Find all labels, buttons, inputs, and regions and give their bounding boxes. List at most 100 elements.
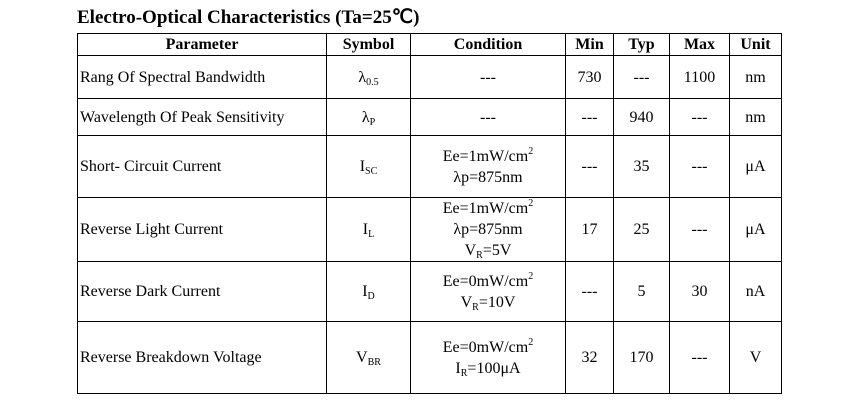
supscript: 2 xyxy=(528,145,534,157)
subscript: R xyxy=(472,301,479,313)
unit-cell: μA xyxy=(729,197,782,262)
unit-cell: nm xyxy=(729,55,782,99)
text-segment: λp=875nm xyxy=(453,168,523,186)
max-cell: --- xyxy=(669,197,730,262)
header-cell: Min xyxy=(565,33,614,56)
condition-cell: Ee=0mW/cm2 IR=100μA xyxy=(410,321,566,394)
symbol-cell: VBR xyxy=(326,321,411,394)
text-segment: =10V xyxy=(478,293,516,311)
text-segment: V xyxy=(464,242,477,259)
subscript: D xyxy=(367,291,375,302)
data-row: Reverse Breakdown Voltage VBR Ee=0mW/cm2 IR… xyxy=(77,321,782,394)
symbol-cell: λ0.5 xyxy=(326,55,411,99)
text-segment: λ xyxy=(358,68,367,86)
condition-cell: --- xyxy=(410,98,566,136)
text-segment: V xyxy=(460,293,473,311)
data-row: Short- Circuit Current ISC Ee=1mW/cm2 λp=87… xyxy=(77,135,782,198)
parameter-cell: Rang Of Spectral Bandwidth xyxy=(77,55,327,99)
text-segment: --- xyxy=(480,108,496,126)
condition-line: VR=5V xyxy=(413,240,563,261)
condition-line: λp=875nm xyxy=(413,167,563,188)
header-cell: Unit xyxy=(729,33,782,56)
condition-line: Ee=0mW/cm2 xyxy=(413,271,563,292)
symbol-cell: ID xyxy=(326,261,411,322)
text-segment: I xyxy=(362,283,368,300)
subscript: SC xyxy=(365,166,378,177)
typ-cell: --- xyxy=(613,55,670,99)
data-row: Rang Of Spectral Bandwidth λ0.5 --- 730 --- 1… xyxy=(77,55,782,99)
min-cell: 17 xyxy=(565,197,614,262)
unit-cell: nm xyxy=(729,98,782,136)
characteristics-table: Parameter Symbol Condition Min Typ Max Unit Ran… xyxy=(77,33,782,394)
text-segment: λ xyxy=(361,108,370,126)
text-segment: I xyxy=(362,221,369,238)
max-cell: --- xyxy=(669,135,730,198)
subscript: BR xyxy=(367,357,381,368)
min-cell: --- xyxy=(565,135,614,198)
parameter-cell: Reverse Breakdown Voltage xyxy=(77,321,327,394)
typ-cell: 35 xyxy=(613,135,670,198)
symbol-cell: ISC xyxy=(326,135,411,198)
condition-cell: Ee=1mW/cm2 λp=875nm xyxy=(410,135,566,198)
text-segment: Ee=1mW/cm xyxy=(442,200,529,217)
text-segment: V xyxy=(356,349,368,366)
text-segment: Ee=1mW/cm xyxy=(442,147,529,165)
header-cell: Typ xyxy=(613,33,670,56)
typ-cell: 25 xyxy=(613,197,670,262)
text-segment: =5V xyxy=(482,242,512,259)
condition-line: --- xyxy=(413,107,563,128)
supscript: 2 xyxy=(528,270,534,282)
data-row: Reverse Light Current IL Ee=1mW/cm2 λp=875n… xyxy=(77,197,782,262)
subscript: R xyxy=(460,367,468,379)
supscript: 2 xyxy=(528,336,534,348)
supscript: 2 xyxy=(528,198,534,209)
text-segment: Ee=0mW/cm xyxy=(442,272,529,290)
text-segment: I xyxy=(359,158,366,175)
condition-line: IR=100μA xyxy=(413,358,563,379)
header-row: Parameter Symbol Condition Min Typ Max Unit xyxy=(77,33,782,56)
data-row: Reverse Dark Current ID Ee=0mW/cm2 VR=10V --… xyxy=(77,261,782,322)
condition-line: VR=10V xyxy=(413,292,563,313)
condition-line: Ee=0mW/cm2 xyxy=(413,337,563,358)
text-segment: λp=875nm xyxy=(453,221,523,238)
condition-line: Ee=1mW/cm2 xyxy=(413,198,563,219)
parameter-cell: Reverse Light Current xyxy=(77,197,327,262)
text-segment: =100μA xyxy=(467,359,521,377)
subscript: L xyxy=(368,229,375,240)
condition-line: --- xyxy=(413,67,563,88)
subscript: P xyxy=(369,116,376,128)
min-cell: --- xyxy=(565,98,614,136)
unit-cell: V xyxy=(729,321,782,394)
parameter-cell: Reverse Dark Current xyxy=(77,261,327,322)
condition-cell: Ee=0mW/cm2 VR=10V xyxy=(410,261,566,322)
typ-cell: 5 xyxy=(613,261,670,322)
header-cell: Parameter xyxy=(77,33,327,56)
title: Electro-Optical Characteristics (Ta=25℃) xyxy=(77,7,420,28)
max-cell: 1100 xyxy=(669,55,730,99)
header-cell: Condition xyxy=(410,33,566,56)
condition-cell: --- xyxy=(410,55,566,99)
subscript: R xyxy=(476,250,483,261)
min-cell: --- xyxy=(565,261,614,322)
unit-cell: nA xyxy=(729,261,782,322)
text-segment: I xyxy=(455,359,461,377)
text-segment: Ee=0mW/cm xyxy=(442,338,529,356)
text-segment: --- xyxy=(480,68,496,86)
header-cell: Symbol xyxy=(326,33,411,56)
symbol-cell: IL xyxy=(326,197,411,262)
header-cell: Max xyxy=(669,33,730,56)
subscript: 0.5 xyxy=(366,76,379,88)
max-cell: 30 xyxy=(669,261,730,322)
typ-cell: 940 xyxy=(613,98,670,136)
condition-cell: Ee=1mW/cm2 λp=875nm VR=5V xyxy=(410,197,566,262)
max-cell: --- xyxy=(669,98,730,136)
max-cell: --- xyxy=(669,321,730,394)
condition-line: λp=875nm xyxy=(413,219,563,240)
parameter-cell: Short- Circuit Current xyxy=(77,135,327,198)
min-cell: 32 xyxy=(565,321,614,394)
data-row: Wavelength Of Peak Sensitivity λP --- --- 94… xyxy=(77,98,782,136)
typ-cell: 170 xyxy=(613,321,670,394)
parameter-cell: Wavelength Of Peak Sensitivity xyxy=(77,98,327,136)
unit-cell: μA xyxy=(729,135,782,198)
